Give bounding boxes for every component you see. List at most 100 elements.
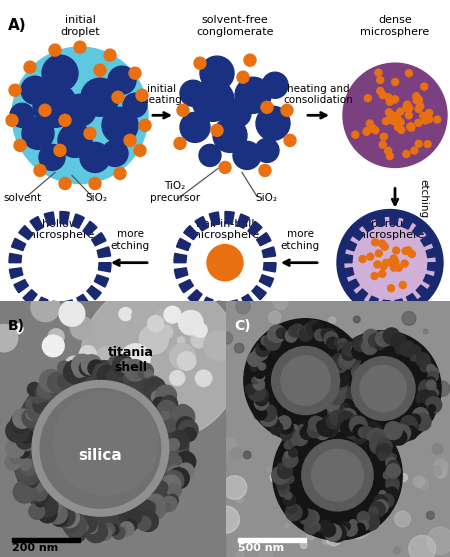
Circle shape — [344, 421, 362, 439]
Text: heating and
consolidation: heating and consolidation — [283, 84, 353, 105]
Circle shape — [383, 328, 400, 344]
Circle shape — [243, 451, 251, 459]
Circle shape — [336, 403, 343, 411]
Circle shape — [338, 342, 356, 359]
Wedge shape — [36, 297, 48, 311]
Circle shape — [58, 373, 75, 390]
Circle shape — [65, 365, 76, 376]
Circle shape — [138, 363, 153, 379]
Circle shape — [281, 356, 330, 405]
Circle shape — [326, 415, 340, 429]
Circle shape — [348, 359, 360, 371]
Circle shape — [59, 301, 79, 322]
Circle shape — [147, 494, 165, 512]
Circle shape — [119, 307, 132, 320]
Wedge shape — [365, 296, 378, 312]
Circle shape — [39, 104, 51, 116]
Circle shape — [26, 408, 38, 420]
Circle shape — [223, 476, 247, 500]
Circle shape — [108, 525, 119, 535]
Circle shape — [286, 504, 302, 521]
Circle shape — [325, 368, 333, 376]
Circle shape — [161, 411, 170, 420]
Circle shape — [293, 297, 303, 307]
Circle shape — [353, 425, 366, 438]
Circle shape — [55, 507, 75, 527]
Circle shape — [289, 439, 297, 447]
Circle shape — [381, 243, 388, 250]
Circle shape — [332, 370, 349, 387]
Circle shape — [264, 541, 273, 550]
Circle shape — [18, 447, 29, 458]
Circle shape — [392, 476, 400, 484]
Circle shape — [233, 141, 261, 169]
Circle shape — [418, 478, 429, 489]
Circle shape — [104, 49, 116, 61]
Wedge shape — [12, 238, 26, 251]
Circle shape — [211, 124, 223, 136]
Circle shape — [403, 105, 410, 111]
Circle shape — [304, 521, 317, 534]
Circle shape — [342, 342, 357, 357]
Circle shape — [347, 528, 354, 535]
Circle shape — [63, 518, 78, 533]
Circle shape — [178, 463, 194, 479]
Circle shape — [379, 91, 387, 99]
Circle shape — [386, 116, 392, 123]
Circle shape — [163, 471, 184, 491]
Circle shape — [94, 347, 119, 372]
Circle shape — [137, 516, 151, 530]
Circle shape — [313, 423, 320, 429]
Circle shape — [318, 419, 335, 436]
Circle shape — [352, 397, 361, 407]
Circle shape — [121, 344, 150, 373]
Circle shape — [27, 402, 45, 420]
Circle shape — [235, 77, 271, 113]
Circle shape — [389, 112, 396, 119]
Wedge shape — [256, 233, 271, 246]
Circle shape — [367, 472, 380, 485]
Circle shape — [21, 430, 34, 443]
Circle shape — [331, 354, 347, 369]
Circle shape — [284, 333, 291, 340]
Circle shape — [21, 459, 37, 476]
Circle shape — [94, 364, 106, 376]
Circle shape — [194, 57, 206, 69]
Circle shape — [53, 392, 158, 495]
Wedge shape — [423, 275, 440, 287]
Circle shape — [371, 272, 378, 280]
Circle shape — [107, 368, 125, 385]
Wedge shape — [72, 214, 84, 228]
Circle shape — [124, 520, 136, 532]
Circle shape — [285, 330, 297, 342]
Wedge shape — [97, 247, 111, 257]
Circle shape — [377, 87, 384, 94]
Circle shape — [417, 102, 424, 110]
Wedge shape — [343, 279, 359, 294]
Circle shape — [342, 428, 352, 438]
Circle shape — [297, 399, 305, 408]
Circle shape — [119, 504, 142, 526]
Circle shape — [357, 421, 365, 429]
Circle shape — [386, 457, 396, 467]
Circle shape — [324, 524, 342, 541]
Circle shape — [393, 247, 400, 254]
Circle shape — [272, 466, 289, 484]
Circle shape — [407, 123, 414, 130]
Circle shape — [297, 329, 306, 338]
Wedge shape — [9, 268, 23, 278]
Circle shape — [374, 500, 388, 514]
Circle shape — [237, 497, 243, 503]
Circle shape — [402, 247, 409, 255]
Circle shape — [375, 69, 382, 76]
Circle shape — [180, 80, 206, 106]
Circle shape — [390, 338, 399, 346]
Circle shape — [351, 416, 360, 425]
Circle shape — [40, 369, 63, 392]
Circle shape — [153, 310, 173, 331]
Circle shape — [128, 509, 141, 522]
Circle shape — [36, 498, 45, 507]
Wedge shape — [188, 290, 202, 304]
Wedge shape — [179, 280, 194, 293]
Circle shape — [213, 118, 247, 153]
